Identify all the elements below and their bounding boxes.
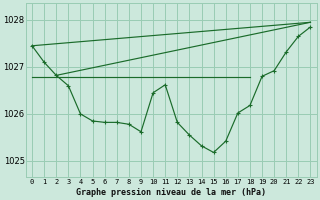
X-axis label: Graphe pression niveau de la mer (hPa): Graphe pression niveau de la mer (hPa): [76, 188, 266, 197]
